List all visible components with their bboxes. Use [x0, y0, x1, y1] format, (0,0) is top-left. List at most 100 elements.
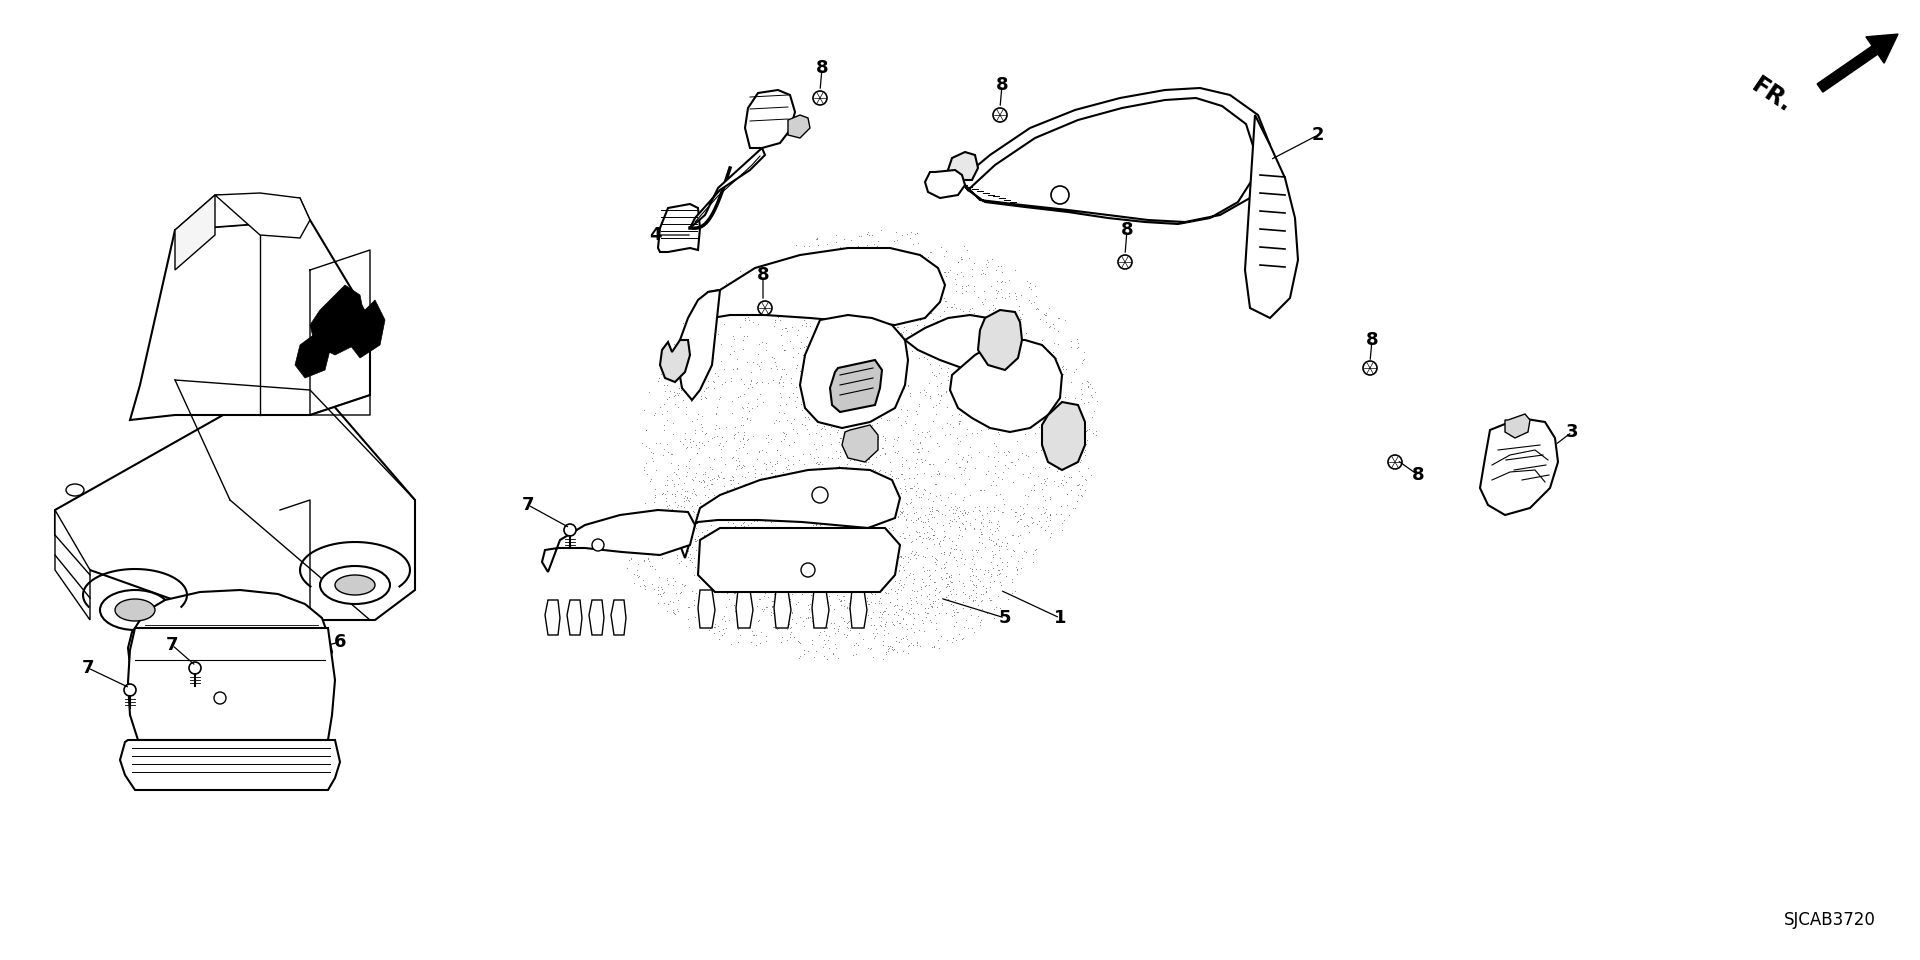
- Point: [801, 594, 831, 610]
- Point: [707, 521, 737, 537]
- Point: [653, 390, 684, 405]
- Point: [845, 338, 876, 353]
- Point: [996, 455, 1027, 470]
- Point: [870, 280, 900, 296]
- Point: [991, 309, 1021, 324]
- Point: [778, 470, 808, 486]
- Point: [866, 506, 897, 521]
- Point: [970, 540, 1000, 555]
- Point: [914, 568, 945, 584]
- Point: [707, 549, 737, 564]
- Point: [847, 554, 877, 569]
- Point: [770, 321, 801, 336]
- Point: [920, 574, 950, 589]
- Point: [914, 591, 945, 607]
- Point: [914, 506, 945, 521]
- Point: [732, 432, 762, 447]
- Point: [647, 447, 678, 463]
- Point: [768, 361, 799, 376]
- Point: [1014, 276, 1044, 291]
- Point: [912, 588, 943, 604]
- Point: [824, 444, 854, 460]
- Point: [828, 556, 858, 571]
- Point: [707, 533, 737, 548]
- Point: [756, 481, 787, 496]
- Point: [708, 621, 739, 636]
- Point: [1035, 318, 1066, 333]
- Point: [666, 498, 697, 514]
- Point: [1035, 490, 1066, 505]
- Point: [925, 387, 956, 402]
- Point: [1043, 336, 1073, 351]
- Point: [864, 514, 895, 529]
- Point: [730, 572, 760, 588]
- Point: [639, 407, 670, 422]
- Point: [847, 528, 877, 543]
- Point: [933, 531, 964, 546]
- Point: [977, 321, 1008, 336]
- Point: [712, 280, 743, 296]
- Point: [776, 252, 806, 267]
- Point: [1018, 515, 1048, 530]
- Point: [904, 384, 935, 399]
- Point: [1010, 488, 1041, 503]
- Point: [935, 567, 966, 583]
- Point: [872, 638, 902, 654]
- Point: [1064, 488, 1094, 503]
- Point: [764, 447, 795, 463]
- Point: [822, 301, 852, 317]
- Point: [691, 571, 722, 587]
- Point: [970, 256, 1000, 272]
- Point: [758, 496, 789, 512]
- Point: [801, 564, 831, 580]
- Point: [870, 446, 900, 462]
- Point: [1004, 312, 1035, 327]
- Point: [735, 504, 766, 519]
- Point: [756, 575, 787, 590]
- Point: [960, 331, 991, 347]
- Point: [803, 457, 833, 472]
- Point: [820, 249, 851, 264]
- Point: [887, 227, 918, 242]
- Point: [851, 561, 881, 576]
- Point: [866, 399, 897, 415]
- Point: [876, 476, 906, 492]
- Point: [643, 569, 674, 585]
- Point: [1008, 466, 1039, 481]
- Point: [937, 323, 968, 338]
- Point: [933, 591, 964, 607]
- Point: [1035, 506, 1066, 521]
- Point: [879, 377, 910, 393]
- Point: [899, 478, 929, 493]
- Point: [826, 609, 856, 624]
- Point: [724, 592, 755, 608]
- Point: [697, 500, 728, 516]
- Point: [659, 426, 689, 442]
- Point: [927, 597, 958, 612]
- Point: [797, 592, 828, 608]
- Point: [712, 512, 743, 527]
- Point: [795, 596, 826, 612]
- Point: [814, 282, 845, 298]
- Point: [899, 546, 929, 562]
- Point: [902, 235, 933, 251]
- Point: [795, 543, 826, 559]
- Point: [925, 240, 956, 255]
- Point: [797, 546, 828, 562]
- Point: [630, 525, 660, 540]
- Point: [707, 470, 737, 486]
- Point: [1018, 477, 1048, 492]
- Point: [789, 463, 820, 478]
- Point: [659, 529, 689, 544]
- Point: [732, 288, 762, 303]
- Point: [770, 521, 801, 537]
- Point: [710, 559, 741, 574]
- Point: [845, 228, 876, 244]
- Point: [889, 504, 920, 519]
- Point: [868, 604, 899, 619]
- Point: [918, 594, 948, 610]
- Point: [856, 228, 887, 243]
- Point: [699, 470, 730, 486]
- Point: [872, 314, 902, 329]
- Point: [747, 334, 778, 349]
